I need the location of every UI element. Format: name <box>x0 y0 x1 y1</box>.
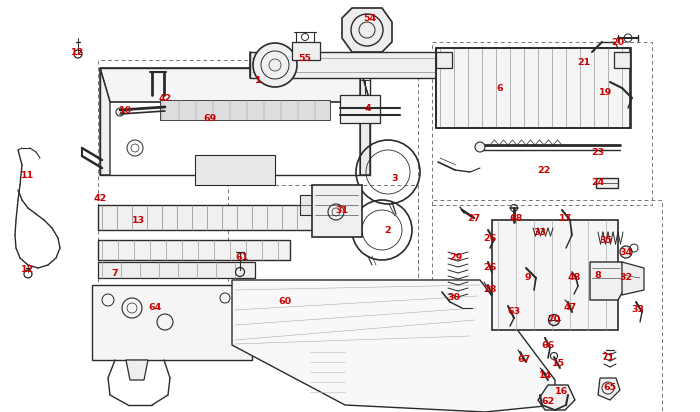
Polygon shape <box>300 195 340 215</box>
Text: 3: 3 <box>392 173 398 183</box>
Text: 12: 12 <box>71 47 85 56</box>
Text: 47: 47 <box>564 304 577 312</box>
Polygon shape <box>98 205 340 230</box>
Polygon shape <box>342 8 392 52</box>
Polygon shape <box>360 68 370 175</box>
Polygon shape <box>598 378 620 400</box>
Text: 29: 29 <box>449 253 463 262</box>
Polygon shape <box>100 68 370 102</box>
Text: 31: 31 <box>335 206 349 215</box>
Text: 7: 7 <box>112 269 118 278</box>
Polygon shape <box>492 220 618 330</box>
Text: 17: 17 <box>559 213 573 222</box>
Text: 34: 34 <box>620 248 633 257</box>
Text: 54: 54 <box>363 14 377 23</box>
Text: 20: 20 <box>611 37 624 47</box>
Polygon shape <box>92 285 252 360</box>
Text: 9: 9 <box>525 274 531 283</box>
Text: 33: 33 <box>631 306 645 314</box>
Text: 23: 23 <box>592 147 605 157</box>
Text: 48: 48 <box>567 274 581 283</box>
Text: 64: 64 <box>148 304 162 312</box>
Text: 8: 8 <box>594 272 601 281</box>
Text: 4: 4 <box>365 103 371 112</box>
Bar <box>292 42 320 60</box>
Bar <box>436 48 631 128</box>
Text: 67: 67 <box>517 356 531 365</box>
Polygon shape <box>590 262 626 300</box>
Text: 15: 15 <box>552 360 565 368</box>
Text: 61: 61 <box>235 253 248 262</box>
Circle shape <box>253 43 297 87</box>
Bar <box>228 185 418 325</box>
Text: 1: 1 <box>255 75 261 84</box>
Text: 24: 24 <box>592 178 605 187</box>
Circle shape <box>549 314 559 325</box>
Polygon shape <box>436 52 452 68</box>
Text: 26: 26 <box>484 264 496 272</box>
Polygon shape <box>98 262 255 278</box>
Circle shape <box>620 246 632 258</box>
Polygon shape <box>436 48 630 128</box>
Polygon shape <box>126 360 148 380</box>
Bar <box>432 42 652 205</box>
Text: 13: 13 <box>132 215 145 225</box>
Text: 60: 60 <box>279 297 292 307</box>
Text: 30: 30 <box>447 293 461 302</box>
Text: 10: 10 <box>118 105 132 115</box>
Text: 12: 12 <box>22 265 34 274</box>
Text: 42: 42 <box>158 94 172 103</box>
Text: 55: 55 <box>298 54 312 63</box>
Text: 26: 26 <box>484 234 496 243</box>
Text: 11: 11 <box>22 171 34 180</box>
Polygon shape <box>614 52 630 68</box>
Text: 69: 69 <box>204 113 216 122</box>
Bar <box>340 95 380 123</box>
Polygon shape <box>250 52 460 78</box>
Bar <box>432 200 662 412</box>
Polygon shape <box>538 385 575 410</box>
Polygon shape <box>160 100 330 120</box>
Text: 65: 65 <box>603 384 617 393</box>
Text: 32: 32 <box>620 274 633 283</box>
Text: 42: 42 <box>93 194 106 203</box>
Polygon shape <box>195 155 275 185</box>
Polygon shape <box>98 240 290 260</box>
Text: 66: 66 <box>541 342 554 351</box>
Text: 16: 16 <box>555 388 568 396</box>
Text: 2: 2 <box>385 225 391 234</box>
Text: 28: 28 <box>483 286 497 295</box>
Polygon shape <box>622 262 644 295</box>
Text: 27: 27 <box>468 213 481 222</box>
Bar <box>596 178 618 188</box>
Text: 21: 21 <box>578 58 591 66</box>
Bar <box>98 60 418 325</box>
Text: 19: 19 <box>599 87 612 96</box>
Circle shape <box>475 142 485 152</box>
Text: 63: 63 <box>508 307 521 316</box>
Bar <box>312 185 362 237</box>
Text: 33: 33 <box>533 227 547 236</box>
Text: 70: 70 <box>547 316 561 325</box>
Polygon shape <box>100 68 110 175</box>
Text: 68: 68 <box>510 213 523 222</box>
Text: 6: 6 <box>497 84 503 93</box>
Text: 14: 14 <box>540 372 552 381</box>
Text: 71: 71 <box>601 353 615 363</box>
Text: 35: 35 <box>599 236 612 244</box>
Text: 22: 22 <box>538 166 551 175</box>
Text: 62: 62 <box>541 398 554 407</box>
Polygon shape <box>232 280 555 412</box>
